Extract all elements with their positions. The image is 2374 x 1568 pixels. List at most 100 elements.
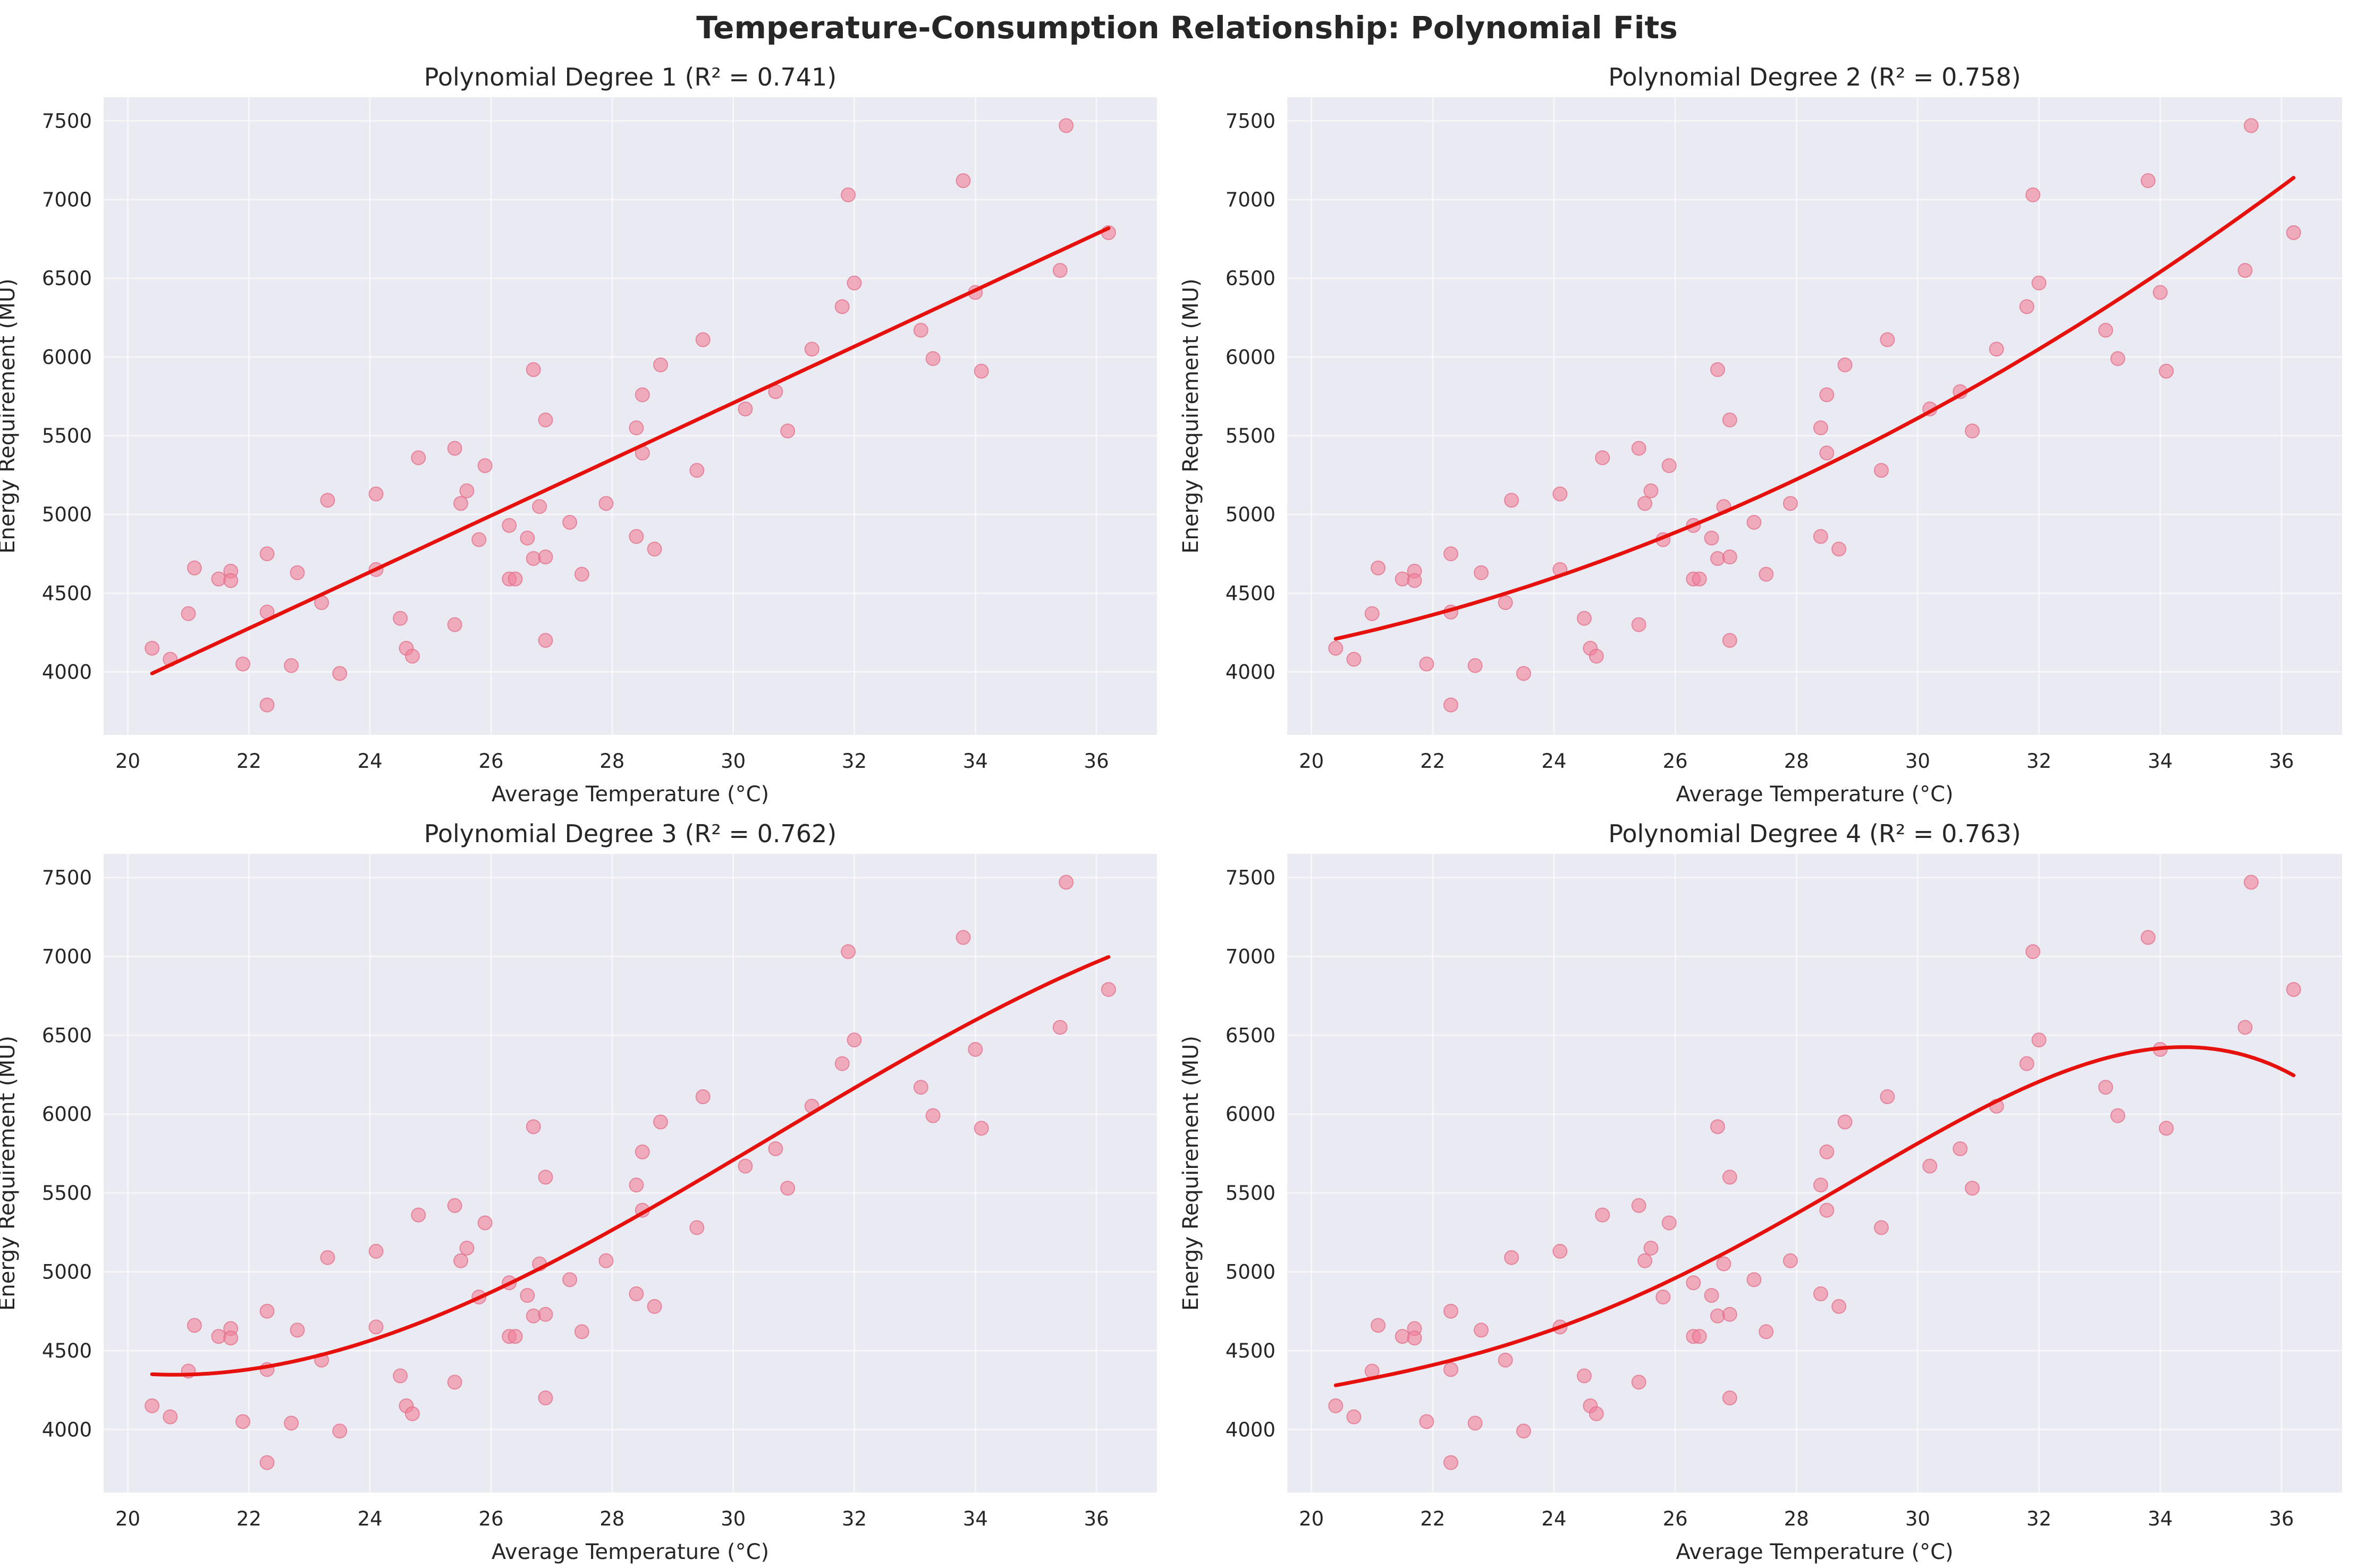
scatter-point bbox=[1101, 982, 1116, 997]
y-tick-label: 6000 bbox=[42, 1103, 92, 1126]
scatter-point bbox=[1873, 463, 1889, 478]
subplot-title: Polynomial Degree 1 (R² = 0.741) bbox=[424, 63, 837, 91]
scatter-point bbox=[1782, 496, 1798, 511]
scatter-point bbox=[1498, 1352, 1513, 1368]
scatter-point bbox=[847, 275, 862, 291]
scatter-point bbox=[1989, 342, 2004, 357]
scatter-point bbox=[1880, 1089, 1895, 1105]
scatter-point bbox=[332, 666, 348, 681]
scatter-point bbox=[1498, 595, 1513, 611]
scatter-point bbox=[508, 1329, 523, 1344]
scatter-point bbox=[1395, 571, 1410, 587]
x-tick-label: 36 bbox=[1084, 750, 1109, 773]
x-tick-label: 28 bbox=[1784, 750, 1809, 773]
scatter-point bbox=[1813, 1177, 1828, 1193]
scatter-point bbox=[1837, 357, 1853, 372]
scatter-point bbox=[2098, 323, 2114, 338]
scatter-point bbox=[1052, 1020, 1068, 1035]
x-tick-label: 32 bbox=[2026, 750, 2051, 773]
y-tick-label: 4000 bbox=[1226, 660, 1275, 683]
scatter-point bbox=[629, 1177, 644, 1193]
y-tick-label: 4500 bbox=[1226, 582, 1275, 605]
scatter-point bbox=[2110, 1108, 2125, 1123]
x-tick-label: 36 bbox=[2269, 750, 2294, 773]
scatter-point bbox=[1722, 633, 1737, 648]
y-tick-label: 7000 bbox=[1226, 945, 1275, 968]
scatter-point bbox=[187, 560, 202, 575]
scatter-point bbox=[1631, 440, 1646, 456]
subplot-title: Polynomial Degree 3 (R² = 0.762) bbox=[424, 819, 837, 848]
scatter-point bbox=[1643, 483, 1659, 498]
scatter-point bbox=[453, 496, 469, 511]
scatter-point bbox=[841, 187, 856, 202]
scatter-point bbox=[453, 1253, 469, 1268]
scatter-point bbox=[1782, 1253, 1798, 1268]
scatter-point bbox=[738, 1158, 753, 1174]
scatter-point bbox=[913, 1080, 928, 1095]
x-tick-label: 24 bbox=[358, 750, 383, 773]
scatter-point bbox=[447, 1198, 462, 1213]
y-tick-label: 7500 bbox=[1226, 867, 1275, 889]
scatter-point bbox=[2237, 262, 2253, 278]
scatter-point bbox=[1552, 1243, 1568, 1259]
scatter-point bbox=[1819, 1144, 1835, 1159]
scatter-point bbox=[2025, 187, 2041, 202]
scatter-point bbox=[259, 1455, 275, 1470]
scatter-point bbox=[956, 173, 971, 189]
y-axis-label: Energy Requirement (MU) bbox=[0, 278, 20, 554]
scatter-point bbox=[1813, 1286, 1828, 1302]
scatter-point bbox=[1328, 641, 1344, 656]
scatter-point bbox=[1637, 1253, 1653, 1268]
y-tick-label: 6000 bbox=[42, 346, 92, 369]
y-tick-label: 5500 bbox=[1226, 425, 1275, 447]
scatter-point bbox=[1831, 1299, 1847, 1314]
scatter-point bbox=[847, 1032, 862, 1048]
scatter-point bbox=[574, 566, 589, 582]
scatter-point bbox=[2019, 1056, 2034, 1071]
scatter-point bbox=[393, 1368, 408, 1384]
scatter-point bbox=[1059, 118, 1074, 133]
y-tick-label: 6500 bbox=[1226, 267, 1275, 290]
x-tick-label: 20 bbox=[1299, 1507, 1324, 1530]
scatter-point bbox=[2140, 930, 2156, 945]
scatter-point bbox=[1716, 1256, 1731, 1272]
scatter-point bbox=[925, 351, 941, 366]
scatter-point bbox=[181, 606, 196, 621]
scatter-point bbox=[1831, 541, 1847, 557]
scatter-point bbox=[368, 1319, 384, 1335]
y-tick-label: 4000 bbox=[42, 660, 92, 683]
y-tick-label: 5500 bbox=[42, 425, 92, 447]
y-tick-label: 7000 bbox=[1226, 189, 1275, 211]
y-tick-label: 4500 bbox=[42, 1340, 92, 1362]
x-tick-label: 22 bbox=[236, 1507, 261, 1530]
scatter-point bbox=[1819, 1202, 1835, 1218]
scatter-point bbox=[538, 1390, 553, 1405]
scatter-point bbox=[629, 1286, 644, 1302]
scatter-point bbox=[1722, 412, 1737, 428]
scatter-point bbox=[447, 1375, 462, 1390]
y-tick-label: 6500 bbox=[1226, 1024, 1275, 1047]
scatter-point bbox=[2140, 173, 2156, 189]
y-tick-label: 7500 bbox=[42, 109, 92, 132]
scatter-point bbox=[956, 930, 971, 945]
x-axis-label: Average Temperature (°C) bbox=[1676, 1540, 1953, 1564]
scatter-point bbox=[804, 342, 820, 357]
scatter-point bbox=[635, 387, 650, 402]
y-tick-label: 6500 bbox=[42, 1024, 92, 1047]
scatter-point bbox=[1813, 420, 1828, 436]
scatter-point bbox=[689, 463, 705, 478]
scatter-point bbox=[508, 571, 523, 587]
scatter-point bbox=[1710, 362, 1725, 377]
scatter-point bbox=[1504, 493, 1519, 508]
scatter-point bbox=[653, 1114, 668, 1130]
scatter-point bbox=[2025, 944, 2041, 960]
scatter-point bbox=[1710, 551, 1725, 566]
scatter-point bbox=[1474, 1323, 1489, 1338]
subplot-3: 20 22 24 26 28 30 32 34 36 4000 4500 5000 5500 6000 65… bbox=[0, 819, 1157, 1564]
y-tick-label: 7000 bbox=[42, 189, 92, 211]
x-tick-label: 28 bbox=[1784, 1507, 1809, 1530]
scatter-point bbox=[1595, 450, 1610, 465]
scatter-point bbox=[1722, 1169, 1737, 1185]
scatter-point bbox=[284, 658, 299, 673]
